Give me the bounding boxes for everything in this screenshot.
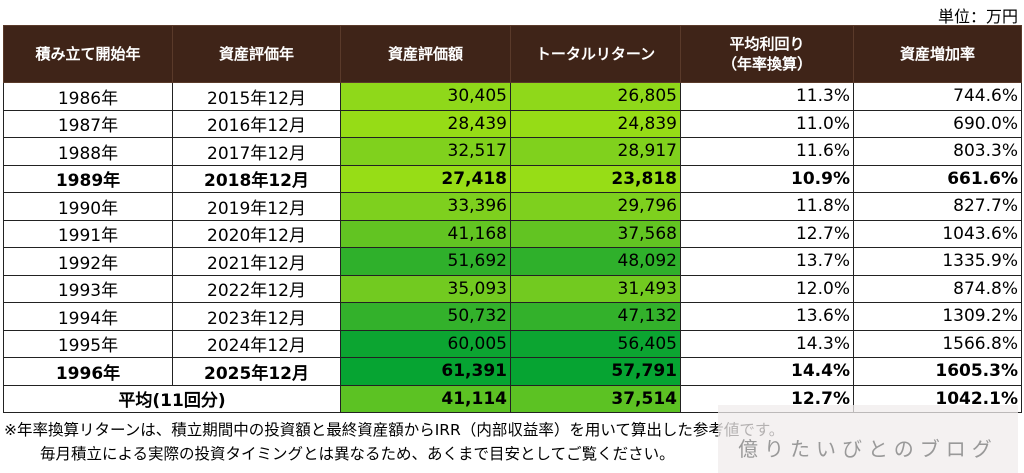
average-yield-cell: 13.7% [680,247,854,276]
column-header: 資産評価額 [340,25,511,83]
start-year-cell: 1990年 [3,192,173,221]
footnote-1: ※年率換算リターンは、積立期間中の投資額と最終資産額からIRR（内部収益率）を用… [4,421,785,439]
evaluation-year-cell: 2015年12月 [172,82,341,111]
average-yield-cell: 12.0% [680,274,854,303]
start-year-cell: 1992年 [3,247,173,276]
total-return-cell: 37,514 [510,384,681,413]
asset-value-cell: 41,114 [340,384,511,413]
table-row: 1992年 2021年12月 51,692 48,092 13.7% 1335.9% [3,247,1022,276]
total-return-cell: 23,818 [510,164,681,193]
total-return-cell: 29,796 [510,192,681,221]
asset-value-cell: 32,517 [340,137,511,166]
total-return-cell: 57,791 [510,357,681,386]
column-header: 資産増加率 [853,25,1022,83]
footnote-2: 毎月積立による実際の投資タイミングとは異なるため、あくまで目安としてご覧ください… [40,445,675,463]
start-year-cell: 1995年 [3,329,173,358]
evaluation-year-cell: 2017年12月 [172,137,341,166]
evaluation-year-cell: 2022年12月 [172,274,341,303]
start-year-cell: 1989年 [3,164,173,193]
evaluation-year-cell: 2016年12月 [172,109,341,138]
column-header: 資産評価年 [172,25,341,83]
start-year-cell: 1988年 [3,137,173,166]
growth-rate-cell: 1566.8% [853,329,1022,358]
table-row: 1990年 2019年12月 33,396 29,796 11.8% 827.7% [3,192,1022,221]
total-return-cell: 26,805 [510,82,681,111]
average-yield-cell: 14.4% [680,357,854,386]
total-return-cell: 24,839 [510,109,681,138]
asset-value-cell: 30,405 [340,82,511,111]
average-yield-cell: 11.6% [680,137,854,166]
asset-value-cell: 60,005 [340,329,511,358]
asset-value-cell: 41,168 [340,219,511,248]
total-return-cell: 47,132 [510,302,681,331]
table-row: 1986年 2015年12月 30,405 26,805 11.3% 744.6% [3,82,1022,111]
growth-rate-cell: 874.8% [853,274,1022,303]
average-label: 平均(11回分) [3,384,341,413]
asset-value-cell: 27,418 [340,164,511,193]
table-row: 1996年 2025年12月 61,391 57,791 14.4% 1605.3% [3,357,1022,386]
evaluation-year-cell: 2023年12月 [172,302,341,331]
average-yield-cell: 12.7% [680,219,854,248]
growth-rate-cell: 744.6% [853,82,1022,111]
start-year-cell: 1996年 [3,357,173,386]
total-return-cell: 48,092 [510,247,681,276]
watermark-text: 億りたいびとのブログ [738,437,998,461]
asset-value-cell: 35,093 [340,274,511,303]
asset-value-cell: 51,692 [340,247,511,276]
total-return-cell: 56,405 [510,329,681,358]
evaluation-year-cell: 2025年12月 [172,357,341,386]
evaluation-year-cell: 2018年12月 [172,164,341,193]
table-row: 1989年 2018年12月 27,418 23,818 10.9% 661.6% [3,164,1022,193]
header-row: 積み立て開始年 資産評価年 資産評価額 トータルリターン 平均利回り （年率換算） 資産増… [3,25,1022,83]
table-row: 1988年 2017年12月 32,517 28,917 11.6% 803.3% [3,137,1022,166]
average-yield-cell: 11.0% [680,109,854,138]
start-year-cell: 1993年 [3,274,173,303]
table-row: 1991年 2020年12月 41,168 37,568 12.7% 1043.6% [3,219,1022,248]
start-year-cell: 1986年 [3,82,173,111]
average-yield-cell: 13.6% [680,302,854,331]
asset-value-cell: 28,439 [340,109,511,138]
start-year-cell: 1991年 [3,219,173,248]
evaluation-year-cell: 2020年12月 [172,219,341,248]
total-return-cell: 37,568 [510,219,681,248]
column-header: 平均利回り （年率換算） [680,25,854,83]
growth-rate-cell: 1605.3% [853,357,1022,386]
average-yield-cell: 14.3% [680,329,854,358]
evaluation-year-cell: 2024年12月 [172,329,341,358]
table-row: 1987年 2016年12月 28,439 24,839 11.0% 690.0% [3,109,1022,138]
unit-label: 単位：万円 [937,7,1018,26]
asset-value-cell: 33,396 [340,192,511,221]
growth-rate-cell: 661.6% [853,164,1022,193]
evaluation-year-cell: 2021年12月 [172,247,341,276]
average-yield-cell: 11.8% [680,192,854,221]
asset-value-cell: 61,391 [340,357,511,386]
average-row: 平均(11回分) 41,114 37,514 12.7% 1042.1% [3,384,1022,413]
growth-rate-cell: 690.0% [853,109,1022,138]
total-return-cell: 28,917 [510,137,681,166]
growth-rate-cell: 803.3% [853,137,1022,166]
start-year-cell: 1987年 [3,109,173,138]
evaluation-year-cell: 2019年12月 [172,192,341,221]
growth-rate-cell: 1309.2% [853,302,1022,331]
growth-rate-cell: 827.7% [853,192,1022,221]
asset-value-cell: 50,732 [340,302,511,331]
column-header: トータルリターン [510,25,681,83]
growth-rate-cell: 1335.9% [853,247,1022,276]
table-row: 1994年 2023年12月 50,732 47,132 13.6% 1309.2% [3,302,1022,331]
growth-rate-cell: 1043.6% [853,219,1022,248]
watermark: 億りたいびとのブログ [718,405,1018,473]
start-year-cell: 1994年 [3,302,173,331]
table-row: 1995年 2024年12月 60,005 56,405 14.3% 1566.8% [3,329,1022,358]
average-yield-cell: 10.9% [680,164,854,193]
column-header: 積み立て開始年 [3,25,173,83]
total-return-cell: 31,493 [510,274,681,303]
asset-table: 積み立て開始年 資産評価年 資産評価額 トータルリターン 平均利回り （年率換算） 資産増… [3,25,1022,413]
table-row: 1993年 2022年12月 35,093 31,493 12.0% 874.8% [3,274,1022,303]
average-yield-cell: 11.3% [680,82,854,111]
